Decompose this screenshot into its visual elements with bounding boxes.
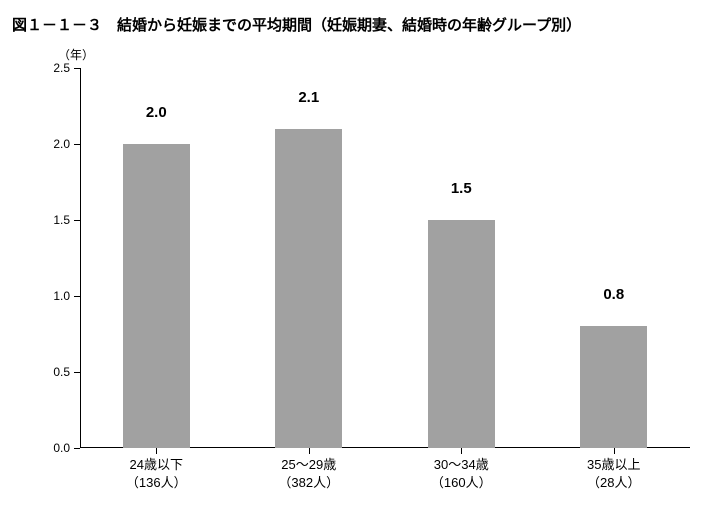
y-tick-label: 0.0 [53, 441, 80, 455]
bar-value-label: 2.0 [146, 104, 167, 121]
x-category-count: （28人） [587, 474, 640, 492]
y-tick-label: 0.5 [53, 365, 80, 379]
bar [275, 129, 342, 448]
plot-area: 0.00.51.01.52.02.52.024歳以下（136人）2.125～29… [80, 68, 690, 448]
y-axis-line [80, 68, 81, 448]
bar [580, 326, 647, 448]
x-category-name: 35歳以上 [587, 456, 640, 474]
y-tick-label: 1.5 [53, 213, 80, 227]
x-category-label: 30～34歳（160人） [431, 448, 492, 491]
bar-value-label: 0.8 [603, 286, 624, 303]
x-category-name: 24歳以下 [126, 456, 187, 474]
x-category-count: （136人） [126, 474, 187, 492]
x-category-count: （382人） [278, 474, 339, 492]
chart-title: 図１－１－３ 結婚から妊娠までの平均期間（妊娠期妻、結婚時の年齢グループ別） [12, 14, 715, 35]
bar-value-label: 1.5 [451, 180, 472, 197]
bar [428, 220, 495, 448]
x-category-name: 25～29歳 [278, 456, 339, 474]
bar-value-label: 2.1 [298, 89, 319, 106]
bar [123, 144, 190, 448]
figure-container: 図１－１－３ 結婚から妊娠までの平均期間（妊娠期妻、結婚時の年齢グループ別） （… [0, 0, 727, 513]
x-category-label: 25～29歳（382人） [278, 448, 339, 491]
y-tick-label: 1.0 [53, 289, 80, 303]
x-category-label: 24歳以下（136人） [126, 448, 187, 491]
x-category-count: （160人） [431, 474, 492, 492]
x-category-name: 30～34歳 [431, 456, 492, 474]
x-category-label: 35歳以上（28人） [587, 448, 640, 491]
y-tick-label: 2.0 [53, 137, 80, 151]
y-tick-label: 2.5 [53, 61, 80, 75]
